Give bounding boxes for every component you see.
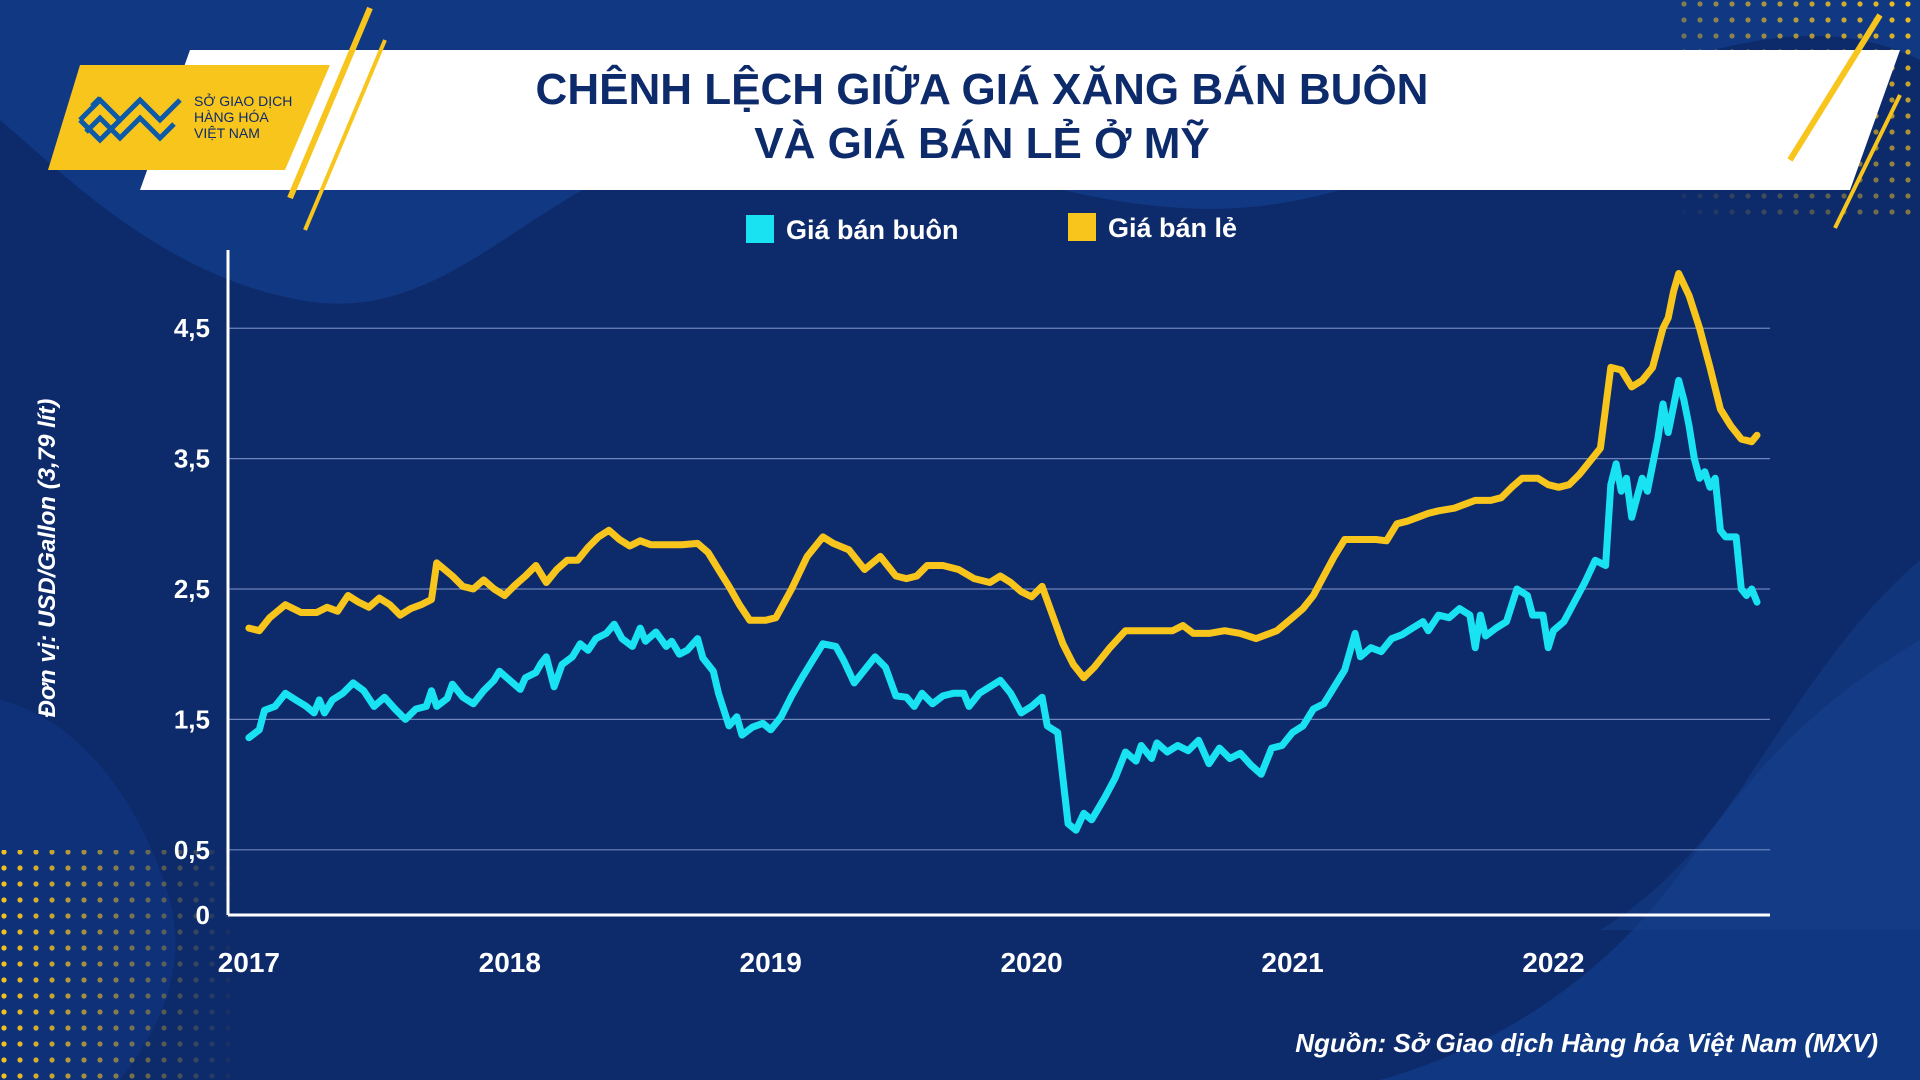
x-tick-label: 2020	[1000, 947, 1062, 978]
gridlines	[228, 327, 1770, 851]
logo-line-2: HÀNG HÓA	[194, 109, 269, 125]
y-axis-label: Đơn vị: USD/Gallon (3,79 lít)	[34, 399, 61, 718]
y-tick-label: 0	[196, 900, 210, 930]
x-tick-label: 2022	[1522, 947, 1584, 978]
y-tick-label: 3,5	[174, 444, 210, 474]
x-tick-label: 2019	[740, 947, 802, 978]
legend-label-retail: Giá bán lẻ	[1108, 213, 1237, 243]
legend-swatch-retail	[1068, 213, 1096, 241]
series-line-wholesale	[245, 376, 1761, 834]
x-tick-label: 2018	[479, 947, 541, 978]
legend: Giá bán buôn Giá bán lẻ	[746, 213, 1237, 245]
chart-title-line-2: VÀ GIÁ BÁN LẺ Ở MỸ	[754, 117, 1210, 168]
y-tick-label: 1,5	[174, 704, 210, 734]
logo-mark-icon	[78, 96, 182, 144]
chart-title-line-1: CHÊNH LỆCH GIỮA GIÁ XĂNG BÁN BUÔN	[536, 63, 1429, 114]
dot-pattern-bottom-left	[0, 850, 240, 1080]
series-lines	[245, 270, 1761, 834]
title-banner	[48, 6, 1902, 231]
y-tick-label: 4,5	[174, 313, 210, 343]
legend-swatch-wholesale	[746, 215, 774, 243]
y-tick-label: 0,5	[174, 835, 210, 865]
y-tick-label: 2,5	[174, 574, 210, 604]
logo-panel	[48, 65, 330, 170]
x-tick-label: 2021	[1261, 947, 1323, 978]
logo: SỞ GIAO DỊCH HÀNG HÓA VIỆT NAM	[78, 92, 292, 144]
logo-line-3: VIỆT NAM	[194, 125, 260, 141]
logo-line-1: SỞ GIAO DỊCH	[194, 92, 292, 109]
source-note: Nguồn: Sở Giao dịch Hàng hóa Việt Nam (M…	[1295, 1028, 1878, 1058]
series-line-retail	[245, 270, 1761, 682]
x-tick-label: 2017	[218, 947, 280, 978]
legend-label-wholesale: Giá bán buôn	[786, 215, 959, 245]
tick-labels: 0 0,5 1,5 2,5 3,5 4,5 2017 2018 2019 2020 2021 2022	[174, 313, 1585, 978]
axes	[226, 250, 1770, 917]
